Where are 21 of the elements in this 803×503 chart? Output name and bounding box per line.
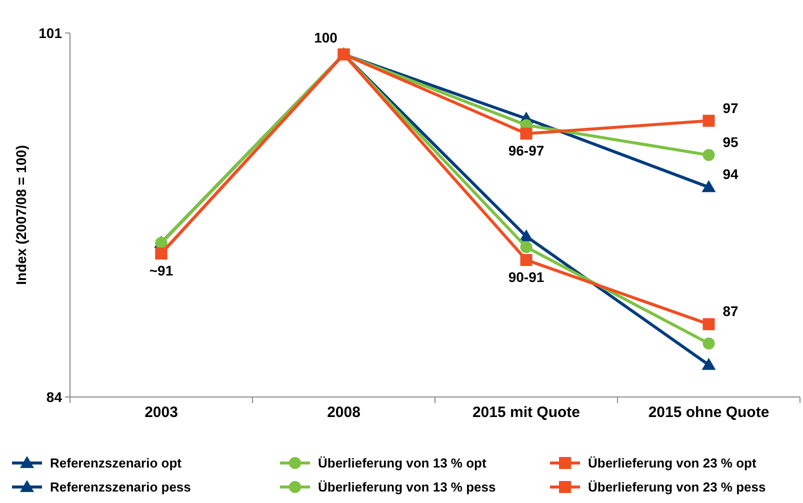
legend-label: Referenzszenario opt bbox=[50, 456, 182, 471]
annotation: 90-91 bbox=[508, 268, 544, 285]
x-tick-label: 2008 bbox=[327, 404, 360, 421]
legend-label: Überlieferung von 23 % pess bbox=[588, 480, 766, 495]
annotation: 96-97 bbox=[508, 142, 544, 159]
y-tick-label: 84 bbox=[46, 388, 62, 405]
legend-label: Überlieferung von 13 % pess bbox=[318, 480, 496, 495]
legend-label: Referenzszenario pess bbox=[50, 480, 191, 495]
annotation: 94 bbox=[722, 166, 739, 182]
annotation: 97 bbox=[722, 100, 739, 116]
annotation: ~91 bbox=[149, 262, 174, 279]
x-tick-label: 2003 bbox=[144, 404, 178, 421]
legend-label: Überlieferung von 13 % opt bbox=[318, 456, 487, 471]
y-axis-title: Index (2007/08 = 100) bbox=[13, 145, 29, 285]
annotation: 100 bbox=[314, 29, 338, 46]
legend-label: Überlieferung von 23 % opt bbox=[588, 456, 757, 471]
annotation: 87 bbox=[722, 303, 739, 320]
x-tick-label: 2015 ohne Quote bbox=[648, 404, 770, 421]
y-tick-label: 101 bbox=[38, 24, 62, 41]
x-tick-label: 2015 mit Quote bbox=[472, 404, 580, 421]
annotation: 95 bbox=[722, 134, 739, 150]
